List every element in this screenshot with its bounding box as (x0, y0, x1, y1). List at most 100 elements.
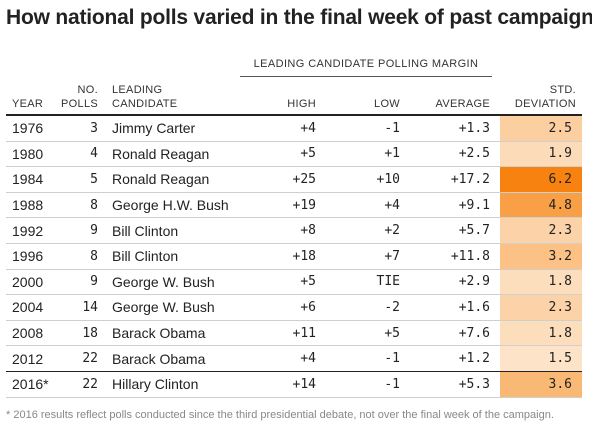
std-deviation-cell: 1.8 (500, 320, 582, 346)
high-cell: +19 (292, 197, 316, 213)
average-cell: +2.9 (458, 274, 490, 290)
average-cell: +17.2 (450, 171, 490, 187)
column-header-std-line1: STD. (549, 84, 576, 96)
polls-cell: 22 (82, 376, 98, 392)
low-cell: +7 (384, 248, 400, 264)
page-title: How national polls varied in the final w… (6, 6, 592, 29)
average-cell: +2.5 (458, 146, 490, 162)
high-cell: +4 (300, 120, 316, 136)
polls-cell: 14 (82, 299, 98, 315)
std-deviation-cell: 1.5 (500, 346, 582, 371)
polling-margin-group-header: LEADING CANDIDATE POLLING MARGIN (253, 58, 479, 70)
std-deviation-cell: 6.2 (500, 167, 582, 192)
high-cell: +11 (292, 325, 316, 341)
year-cell: 2004 (12, 299, 44, 316)
candidate-cell: George H.W. Bush (112, 197, 229, 214)
year-cell: 1976 (12, 120, 44, 137)
year-cell: 1996 (12, 248, 44, 265)
high-cell: +8 (300, 223, 316, 239)
std-deviation-cell: 2.3 (500, 218, 582, 243)
average-cell: +1.3 (458, 120, 490, 136)
candidate-cell: Jimmy Carter (112, 120, 196, 137)
table-row: 1984 5 Ronald Reagan +25 +10 +17.2 6.2 (6, 167, 582, 193)
average-cell: +5.3 (458, 376, 490, 392)
column-header-candidate: LEADING CANDIDATE (112, 83, 177, 111)
year-cell: 1992 (12, 222, 44, 239)
year-cell: 2000 (12, 273, 44, 290)
low-cell: +5 (384, 325, 400, 341)
polls-cell: 5 (90, 171, 98, 187)
std-deviation-cell: 3.2 (500, 243, 582, 269)
year-cell: 2008 (12, 325, 44, 342)
polls-cell: 8 (90, 248, 98, 264)
table-row: 1980 4 Ronald Reagan +5 +1 +2.5 1.9 (6, 141, 582, 168)
high-cell: +18 (292, 248, 316, 264)
low-cell: -1 (384, 120, 400, 136)
table-row: 1996 8 Bill Clinton +18 +7 +11.8 3.2 (6, 243, 582, 270)
low-cell: -1 (384, 376, 400, 392)
column-header-polls: NO. POLLS (58, 83, 98, 111)
low-cell: TIE (376, 274, 400, 290)
high-cell: +5 (300, 274, 316, 290)
std-deviation-cell: 1.9 (500, 141, 582, 167)
low-cell: +1 (384, 146, 400, 162)
candidate-cell: Barack Obama (112, 325, 206, 342)
low-cell: +10 (376, 171, 400, 187)
polls-cell: 18 (82, 325, 98, 341)
year-cell: 1984 (12, 171, 44, 188)
polls-cell: 3 (90, 120, 98, 136)
year-cell: 2012 (12, 350, 44, 367)
column-header-std-line2: DEVIATION (514, 98, 576, 110)
column-header-polls-line2: POLLS (61, 98, 98, 110)
year-cell: 2016* (12, 376, 49, 393)
candidate-cell: Bill Clinton (112, 248, 179, 265)
footnote: * 2016 results reflect polls conducted s… (6, 409, 554, 421)
table-row: 2016* 22 Hillary Clinton +14 -1 +5.3 3.6 (6, 371, 582, 398)
high-cell: +6 (300, 299, 316, 315)
std-deviation-cell: 1.8 (500, 269, 582, 295)
table-row: 2000 9 George W. Bush +5 TIE +2.9 1.8 (6, 269, 582, 296)
candidate-cell: Hillary Clinton (112, 376, 199, 393)
group-header-rule (240, 76, 492, 77)
table-row: 2008 18 Barack Obama +11 +5 +7.6 1.8 (6, 320, 582, 347)
table-row: 1992 9 Bill Clinton +8 +2 +5.7 2.3 (6, 218, 582, 244)
polls-cell: 8 (90, 197, 98, 213)
table-row: 2004 14 George W. Bush +6 -2 +1.6 2.3 (6, 295, 582, 321)
header-rule (6, 114, 582, 116)
table-row: 2012 22 Barack Obama +4 -1 +1.2 1.5 (6, 346, 582, 372)
low-cell: +2 (384, 223, 400, 239)
average-cell: +5.7 (458, 223, 490, 239)
column-header-year: YEAR (12, 98, 44, 110)
average-cell: +1.2 (458, 351, 490, 367)
column-header-std-deviation: STD. DEVIATION (500, 83, 576, 111)
column-header-candidate-line2: CANDIDATE (112, 98, 178, 110)
candidate-cell: Barack Obama (112, 350, 206, 367)
polls-cell: 9 (90, 274, 98, 290)
polls-table-body: 1976 3 Jimmy Carter +4 -1 +1.3 2.5 1980 4 Ronald … (6, 116, 582, 398)
candidate-cell: George W. Bush (112, 273, 215, 290)
table-row: 1976 3 Jimmy Carter +4 -1 +1.3 2.5 (6, 116, 582, 142)
average-cell: +11.8 (450, 248, 490, 264)
candidate-cell: Ronald Reagan (112, 171, 210, 188)
std-deviation-cell: 2.3 (500, 295, 582, 320)
polls-cell: 9 (90, 223, 98, 239)
high-cell: +4 (300, 351, 316, 367)
column-header-high: HIGH (287, 98, 316, 110)
column-header-polls-line1: NO. (77, 84, 98, 96)
std-deviation-cell: 3.6 (500, 371, 582, 397)
average-cell: +1.6 (458, 299, 490, 315)
table-row: 1988 8 George H.W. Bush +19 +4 +9.1 4.8 (6, 192, 582, 219)
high-cell: +5 (300, 146, 316, 162)
low-cell: -1 (384, 351, 400, 367)
low-cell: +4 (384, 197, 400, 213)
candidate-cell: Ronald Reagan (112, 145, 210, 162)
polls-cell: 22 (82, 351, 98, 367)
average-cell: +7.6 (458, 325, 490, 341)
candidate-cell: Bill Clinton (112, 222, 179, 239)
std-deviation-cell: 2.5 (500, 116, 582, 141)
candidate-cell: George W. Bush (112, 299, 215, 316)
low-cell: -2 (384, 299, 400, 315)
polls-cell: 4 (90, 146, 98, 162)
year-cell: 1988 (12, 197, 44, 214)
column-header-average: AVERAGE (435, 98, 490, 110)
